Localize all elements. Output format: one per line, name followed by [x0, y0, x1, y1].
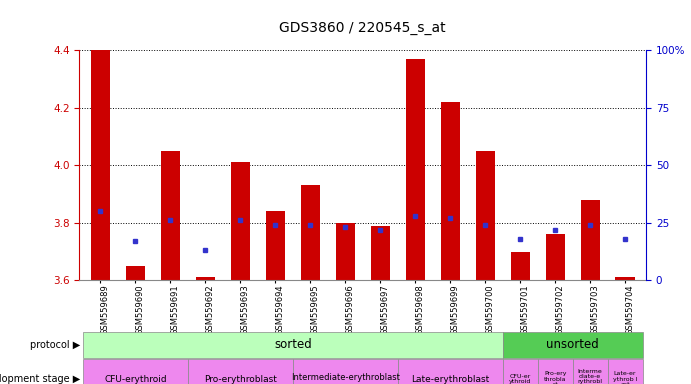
- Bar: [161, 151, 180, 280]
- Bar: [616, 277, 635, 280]
- Bar: [406, 59, 425, 280]
- Bar: [126, 266, 145, 280]
- Bar: [545, 234, 565, 280]
- Text: development stage ▶: development stage ▶: [0, 374, 80, 384]
- Bar: [231, 162, 250, 280]
- Text: unsorted: unsorted: [547, 338, 599, 351]
- Text: Late-er
ythrob l
ast: Late-er ythrob l ast: [613, 371, 637, 384]
- Bar: [441, 102, 460, 280]
- Text: Pro-ery
throbla
st: Pro-ery throbla st: [544, 371, 567, 384]
- Text: Interme
diate-e
rythrobl
ast: Interme diate-e rythrobl ast: [578, 369, 603, 384]
- Text: protocol ▶: protocol ▶: [30, 339, 80, 350]
- Bar: [266, 211, 285, 280]
- Bar: [502, 332, 643, 358]
- Bar: [580, 200, 600, 280]
- Text: CFU-erythroid: CFU-erythroid: [104, 375, 167, 384]
- Text: Intermediate-erythroblast: Intermediate-erythroblast: [291, 373, 399, 382]
- Bar: [188, 359, 293, 384]
- Bar: [538, 359, 573, 384]
- Bar: [502, 359, 538, 384]
- Bar: [196, 277, 215, 280]
- Bar: [83, 359, 188, 384]
- Bar: [573, 359, 607, 384]
- Bar: [370, 226, 390, 280]
- Bar: [301, 185, 320, 280]
- Bar: [607, 359, 643, 384]
- Text: GDS3860 / 220545_s_at: GDS3860 / 220545_s_at: [279, 21, 446, 35]
- Bar: [398, 359, 502, 384]
- Text: Pro-erythroblast: Pro-erythroblast: [204, 375, 277, 384]
- Bar: [83, 332, 502, 358]
- Bar: [293, 359, 398, 384]
- Text: sorted: sorted: [274, 338, 312, 351]
- Bar: [511, 252, 530, 280]
- Text: Late-erythroblast: Late-erythroblast: [411, 375, 489, 384]
- Text: CFU-er
ythroid: CFU-er ythroid: [509, 374, 531, 384]
- Bar: [336, 223, 355, 280]
- Bar: [475, 151, 495, 280]
- Bar: [91, 50, 110, 280]
